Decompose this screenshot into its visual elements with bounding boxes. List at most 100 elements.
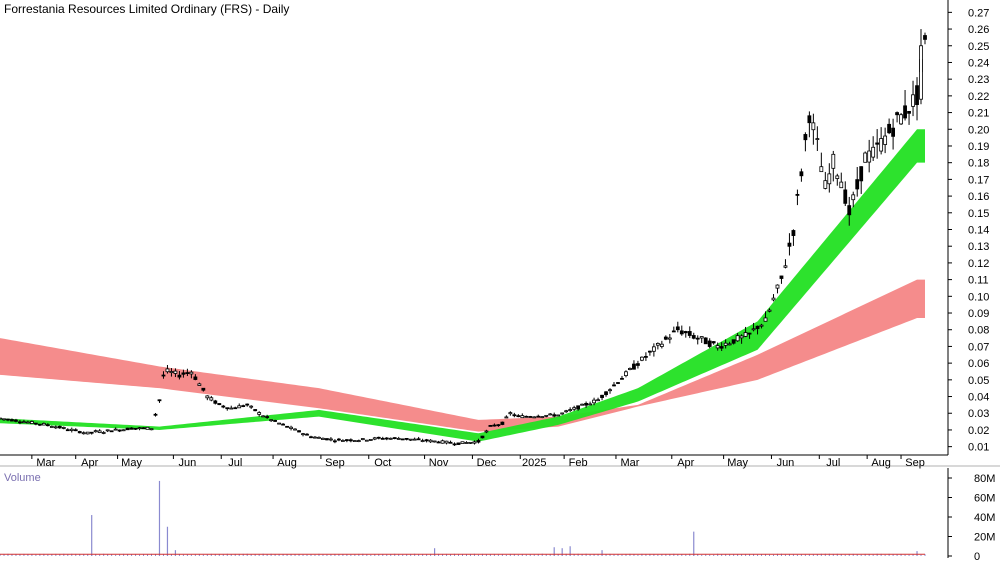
candle-body — [281, 423, 285, 426]
y-tick-label: 0.14 — [968, 225, 989, 237]
candle-body — [113, 428, 118, 431]
candle-body — [400, 438, 405, 441]
candle-body — [428, 439, 433, 443]
candle-body — [739, 335, 744, 339]
candle-body — [723, 342, 728, 346]
candle-body — [659, 343, 664, 347]
candle-body — [33, 422, 38, 425]
candle-body — [49, 426, 54, 428]
x-tick-label: Apr — [677, 457, 694, 469]
candle-body — [508, 412, 513, 415]
x-tick-label: May — [727, 457, 748, 469]
candle-body — [356, 440, 361, 442]
x-tick-label: Apr — [81, 457, 98, 469]
y-tick-label: 0.23 — [968, 74, 989, 86]
candle-body — [117, 429, 122, 432]
candle-body — [41, 423, 46, 426]
candle-body — [137, 427, 142, 430]
candle-body — [105, 429, 110, 432]
candle-body — [759, 324, 764, 327]
candle-body — [376, 436, 381, 439]
candle-body — [101, 432, 106, 434]
candle-body — [831, 153, 836, 169]
candle-body — [911, 94, 915, 107]
candle-body — [340, 440, 345, 442]
candle-body — [476, 440, 481, 443]
y-tick-label: 0.09 — [968, 308, 989, 320]
candle-body — [404, 438, 409, 440]
candle-body — [807, 115, 812, 124]
candle-body — [532, 416, 537, 419]
candle-body — [919, 45, 923, 100]
candle-body — [2, 418, 6, 421]
x-tick-label: May — [121, 457, 142, 469]
x-tick-label: Mar — [36, 457, 55, 469]
candle-body — [456, 442, 461, 445]
candle-body — [245, 403, 250, 406]
candle-body — [460, 441, 465, 444]
candle-body — [313, 436, 317, 439]
y-tick-label: 0.17 — [968, 174, 989, 186]
x-tick-label: Jun — [179, 457, 197, 469]
candle-body — [795, 193, 800, 196]
candle-body — [612, 384, 616, 387]
candle-body — [277, 422, 281, 425]
candle-body — [572, 407, 577, 410]
x-tick-label: Feb — [569, 457, 588, 469]
candle-body — [727, 343, 732, 346]
candle-body — [253, 409, 258, 412]
candle-body — [883, 135, 888, 145]
candle-body — [73, 429, 78, 432]
candle-body — [907, 110, 911, 114]
candle-body — [352, 440, 357, 443]
candle-body — [755, 325, 760, 330]
candle-body — [663, 336, 668, 340]
moving-average-bands — [0, 129, 925, 442]
y-tick-label: 0.27 — [968, 7, 989, 19]
candle-body — [173, 370, 178, 374]
candle-body — [61, 427, 66, 429]
candle-body — [440, 440, 445, 444]
candle-body — [81, 432, 86, 435]
candle-body — [783, 265, 788, 268]
candle-body — [895, 112, 899, 116]
candle-body — [153, 413, 158, 416]
x-tick-label: Dec — [477, 457, 497, 469]
long-term-average-band — [0, 279, 925, 432]
candle-body — [604, 391, 608, 396]
y-tick-label: 0.18 — [968, 158, 989, 170]
candle-body — [372, 437, 377, 440]
candle-body — [923, 35, 927, 40]
candle-body — [0, 417, 2, 420]
candle-body — [424, 439, 429, 442]
candle-body — [484, 430, 489, 433]
candle-body — [53, 426, 58, 429]
candle-body — [337, 438, 341, 441]
candle-body — [109, 430, 114, 433]
candle-body — [903, 105, 907, 119]
volume-bars — [0, 480, 926, 556]
y-tick-label: 0.11 — [968, 275, 989, 287]
candle-body — [875, 142, 880, 145]
y-tick-label: 0.08 — [968, 325, 989, 337]
y-tick-label: 0.07 — [968, 341, 989, 353]
candle-body — [647, 350, 652, 353]
candle-body — [859, 166, 864, 182]
candle-body — [552, 414, 557, 417]
candle-body — [29, 421, 34, 424]
candle-body — [217, 403, 222, 406]
candle-body — [715, 345, 720, 349]
candle-body — [540, 416, 545, 418]
candle-body — [364, 439, 369, 442]
volume-tick-label: 0 — [974, 551, 980, 562]
candle-body — [871, 146, 876, 158]
y-tick-label: 0.26 — [968, 24, 989, 36]
candle-body — [177, 374, 182, 378]
candle-body — [412, 438, 417, 441]
candle-body — [735, 335, 740, 342]
candle-body — [867, 150, 872, 163]
candle-body — [257, 412, 262, 415]
candle-body — [301, 433, 305, 436]
candle-body — [189, 371, 194, 375]
candle-body — [157, 399, 162, 402]
